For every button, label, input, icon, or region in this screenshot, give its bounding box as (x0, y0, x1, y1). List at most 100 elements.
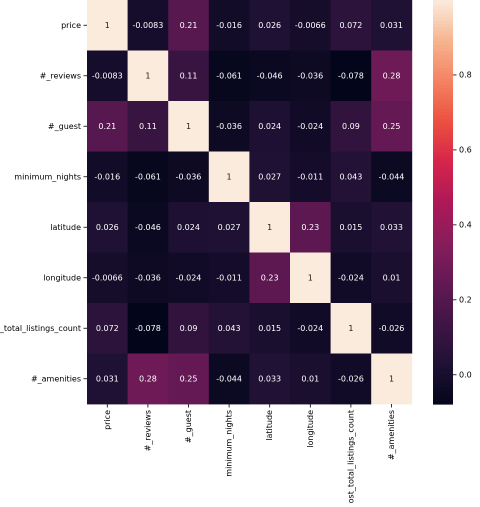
colorbar-segment (433, 90, 453, 95)
heatmap-cell (330, 50, 372, 102)
cell-annotation: 0.024 (177, 223, 200, 232)
heatmap-cell (290, 151, 331, 203)
cell-annotation: 0.033 (380, 223, 403, 232)
colorbar-tick-label: 0.4 (459, 220, 472, 229)
heatmap-cell (127, 353, 169, 405)
colorbar-segment (433, 188, 453, 193)
colorbar-segment (433, 181, 453, 186)
cell-annotation: -0.026 (338, 374, 364, 383)
colorbar-segment (433, 84, 453, 89)
heatmap-cell (290, 101, 331, 152)
y-tick-label: minimum_nights (14, 172, 81, 181)
y-axis: price #_reviews #_guest minimum_nightslatit… (0, 21, 87, 383)
colorbar-segment (433, 255, 453, 260)
heatmap-cell (208, 50, 250, 102)
heatmap-cell (330, 353, 372, 405)
colorbar-segment (433, 316, 453, 321)
cell-annotation: 0.024 (258, 122, 281, 131)
colorbar-segment (433, 20, 453, 25)
cell-annotation: -0.046 (135, 223, 161, 232)
colorbar-segment (433, 3, 453, 8)
colorbar-segment (433, 212, 453, 217)
colorbar-segment (433, 87, 453, 92)
colorbar-segment (433, 380, 453, 385)
cell-annotation: 0.23 (301, 223, 319, 232)
cell-annotation: -0.011 (216, 273, 242, 282)
colorbar-segment (433, 356, 453, 361)
x-tick-label: #_guest (184, 410, 193, 443)
heatmap-cell (290, 252, 331, 304)
heatmap-cell (249, 353, 291, 405)
colorbar-segment (433, 353, 453, 358)
colorbar-segment (433, 191, 453, 196)
cell-annotation: -0.016 (216, 21, 242, 30)
colorbar-segment (433, 175, 453, 180)
heatmap-cell (208, 151, 250, 203)
colorbar-segment (433, 138, 453, 142)
colorbar-segment (433, 131, 453, 136)
heatmap-cell (87, 50, 128, 102)
cell-annotation: 0.043 (339, 172, 362, 181)
colorbar-segment (433, 265, 453, 270)
cell-annotation: 1 (186, 122, 191, 131)
colorbar-segment (433, 121, 453, 126)
cell-annotation: 0.033 (258, 374, 281, 383)
cell-annotation: 0.28 (139, 374, 157, 383)
colorbar-segment (433, 53, 453, 58)
heatmap-cell (87, 101, 128, 152)
heatmap-cell (371, 202, 413, 253)
colorbar-segment (433, 97, 453, 102)
cell-annotation: -0.061 (135, 172, 161, 181)
heatmap-cell (290, 0, 331, 51)
cell-annotation: -0.046 (257, 71, 283, 80)
colorbar-segment (433, 178, 453, 183)
heatmap-cell (87, 151, 128, 203)
colorbar-segment (433, 235, 453, 240)
colorbar-tick-label: 0.6 (459, 145, 472, 154)
y-tick-label: latitude (50, 223, 81, 232)
colorbar-segment (433, 319, 453, 324)
heatmap-cell (371, 252, 413, 304)
colorbar-segment (433, 104, 453, 109)
heatmap-cell (208, 0, 250, 51)
colorbar-segment (433, 171, 453, 176)
colorbar-segment (433, 336, 453, 341)
colorbar-segment (433, 144, 453, 149)
cell-annotation: -0.036 (135, 273, 161, 282)
colorbar-segment (433, 114, 453, 119)
cell-annotation: -0.0066 (295, 21, 326, 30)
colorbar-segment (433, 215, 453, 220)
cell-annotation: 1 (227, 172, 232, 181)
cell-annotation: 0.027 (218, 223, 241, 232)
heatmap-cell (168, 50, 210, 102)
colorbar-segment (433, 303, 453, 307)
colorbar-segment (433, 225, 453, 230)
colorbar-segment (433, 228, 453, 233)
x-axis: price #_reviews #_guest minimum_nights latit… (103, 404, 396, 507)
cell-annotation: 0.026 (258, 21, 281, 30)
heatmap-cell (87, 252, 128, 304)
colorbar-segment (433, 363, 453, 368)
colorbar-segment (433, 208, 453, 213)
colorbar-segment (433, 77, 453, 82)
heatmap-cell (330, 252, 372, 304)
colorbar-segment (433, 80, 453, 85)
colorbar-segment (433, 94, 453, 99)
heatmap-cell (290, 353, 331, 405)
colorbar-segment (433, 30, 453, 35)
colorbar-segment (433, 124, 453, 129)
cell-annotation: -0.024 (297, 122, 323, 131)
cell-annotation: -0.078 (338, 71, 364, 80)
cell-annotation: 1 (348, 324, 353, 333)
colorbar-segment (433, 195, 453, 200)
colorbar-segment (433, 276, 453, 281)
heatmap-cell (208, 303, 250, 354)
cell-annotation: -0.024 (297, 324, 323, 333)
y-tick-label: #_guest (48, 122, 81, 131)
heatmap-cell (371, 50, 413, 102)
cell-annotation: 0.01 (301, 374, 319, 383)
colorbar-segment (433, 232, 453, 237)
colorbar-segment (433, 158, 453, 163)
colorbar-segment (433, 313, 453, 318)
colorbar-segment (433, 168, 453, 173)
